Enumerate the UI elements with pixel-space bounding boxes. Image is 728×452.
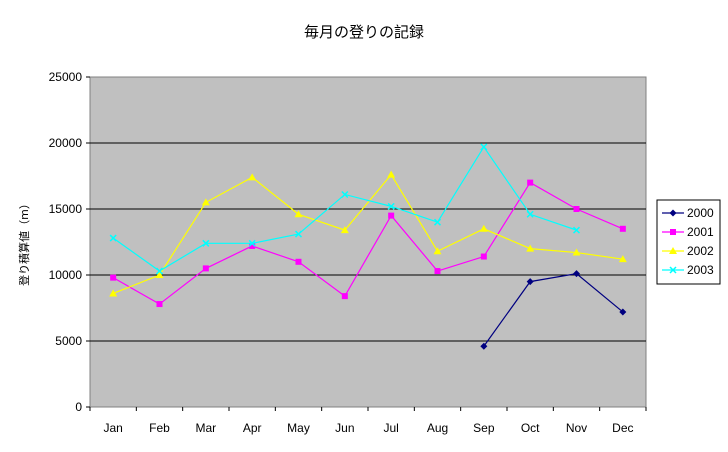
data-point xyxy=(294,210,303,218)
data-point xyxy=(527,179,534,186)
chart-title: 毎月の登りの記録 xyxy=(304,23,424,41)
x-tick-label: Apr xyxy=(243,421,262,435)
series-line-2000 xyxy=(483,273,624,347)
series-line-2001 xyxy=(112,181,624,305)
y-axis-ticks: 0 5000 10000 15000 20000 25000 xyxy=(49,70,90,414)
data-point xyxy=(295,258,302,265)
legend-item-2003: 2003 xyxy=(662,263,714,277)
data-point xyxy=(249,242,256,249)
y-tick-label: 25000 xyxy=(49,70,83,84)
data-point xyxy=(526,244,535,252)
data-point xyxy=(526,210,534,218)
data-point xyxy=(388,212,395,219)
data-point xyxy=(573,206,580,212)
data-point xyxy=(340,226,349,234)
data-point xyxy=(433,218,442,226)
grid-lines xyxy=(90,142,646,342)
x-tick-label: May xyxy=(287,421,310,435)
data-point xyxy=(480,253,487,260)
x-axis-ticks: Jan Feb Mar Apr May Jun Jul Aug Sep Oct Nov Dec xyxy=(89,407,647,435)
y-tick-label: 10000 xyxy=(49,268,83,282)
data-point xyxy=(341,293,348,300)
y-axis-label: 登り積算値（m） xyxy=(17,198,31,286)
data-point xyxy=(201,198,210,206)
data-point xyxy=(387,202,395,210)
data-point xyxy=(109,234,117,242)
data-point xyxy=(619,225,626,232)
legend-marker xyxy=(669,266,677,274)
legend-label: 2002 xyxy=(687,244,714,258)
data-point xyxy=(155,267,164,275)
data-point xyxy=(479,224,488,232)
data-point xyxy=(618,255,627,263)
data-point xyxy=(619,308,627,316)
legend-item-2001: 2001 xyxy=(662,225,714,239)
y-tick-label: 15000 xyxy=(49,202,83,216)
x-tick-label: Jul xyxy=(383,421,398,435)
data-point xyxy=(434,268,441,275)
data-point xyxy=(109,289,118,297)
series-2000 xyxy=(480,270,627,350)
data-point xyxy=(433,247,442,255)
legend-marker xyxy=(669,247,677,254)
x-tick-label: Feb xyxy=(149,421,170,435)
data-point xyxy=(572,248,581,256)
data-point xyxy=(480,143,488,151)
legend: 2000 2001 2002 2003 xyxy=(656,199,721,285)
y-tick-label: 20000 xyxy=(49,136,83,150)
data-point xyxy=(202,265,209,272)
series-2001 xyxy=(110,179,626,308)
data-point xyxy=(480,342,488,350)
series-layer xyxy=(109,143,627,350)
series-line-2002 xyxy=(112,173,623,295)
data-point xyxy=(294,230,303,238)
y-tick-label: 0 xyxy=(75,400,82,414)
legend-item-2002: 2002 xyxy=(662,244,714,258)
series-2002 xyxy=(109,170,627,297)
legend-label: 2001 xyxy=(687,225,714,239)
plot-area xyxy=(89,76,647,408)
data-point xyxy=(248,239,256,247)
data-point xyxy=(202,239,210,247)
legend-label: 2000 xyxy=(687,206,714,220)
data-point xyxy=(156,301,163,308)
x-tick-label: Dec xyxy=(612,421,633,435)
data-point xyxy=(573,270,580,278)
x-tick-label: Sep xyxy=(473,421,495,435)
y-tick-label: 5000 xyxy=(55,334,82,348)
legend-label: 2003 xyxy=(687,263,714,277)
data-point xyxy=(110,274,117,281)
legend-marker xyxy=(670,229,676,235)
data-point xyxy=(526,278,534,286)
legend-item-2000: 2000 xyxy=(662,206,714,220)
x-tick-label: Jun xyxy=(335,421,354,435)
x-tick-label: Nov xyxy=(566,421,587,435)
legend-marker xyxy=(669,209,677,217)
data-point xyxy=(387,170,396,178)
data-point xyxy=(248,173,257,181)
x-tick-label: Jan xyxy=(103,421,122,435)
data-point xyxy=(341,190,349,199)
x-tick-label: Oct xyxy=(521,421,540,435)
series-2003 xyxy=(109,143,581,275)
data-point xyxy=(572,226,581,234)
data-point xyxy=(155,271,164,278)
x-tick-label: Mar xyxy=(195,421,216,435)
x-tick-label: Aug xyxy=(427,421,448,435)
